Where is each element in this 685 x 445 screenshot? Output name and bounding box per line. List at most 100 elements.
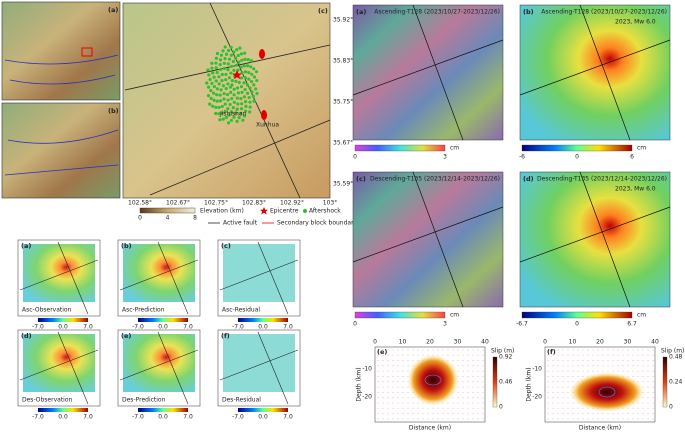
aftershock [252,67,256,71]
slip-grid [467,381,469,383]
slip-grid [462,354,464,356]
aftershock [241,118,245,122]
model-fault [219,241,299,315]
model-field [23,244,95,302]
aftershock [230,64,234,68]
aftershock [214,66,218,70]
slip-grid [427,349,429,351]
y-axis-label: Depth (km) [526,367,533,401]
slip-grid [402,370,404,372]
slip-grid [482,418,484,420]
slip-colorbar [662,356,668,408]
slip-grid [382,349,384,351]
aftershock [239,85,244,89]
slip-grid [647,381,649,383]
slip-grid [587,349,589,351]
slip-grid [632,407,634,409]
aftershock [227,113,231,117]
aftershock [224,52,229,56]
slip-grid [382,360,384,362]
slip-grid [652,402,654,404]
panel-caption: Asc-Observation [22,307,72,314]
slip-grid [547,397,549,399]
aftershock [222,66,227,71]
slip-grid [477,349,479,351]
slip-grid [582,365,584,367]
slip-grid [617,360,619,362]
colorbar-tick: 3 [443,154,447,161]
aftershock [243,51,247,55]
aftershock [226,82,230,86]
colorbar [238,408,288,412]
slip-grid [652,376,654,377]
slip-grid [442,407,444,409]
aftershock [226,48,231,53]
slip-grid [402,376,404,377]
aftershock [252,99,256,103]
slip-grid [472,360,474,362]
panel-label: (c) [356,175,366,183]
slip-grid [412,407,414,409]
slip-grid [387,349,389,351]
slip-grid [552,381,554,383]
slip-grid [452,360,454,362]
slip-grid [477,413,479,415]
slip-grid [482,413,484,415]
panel-title: Ascending-T128 (2023/10/27-2023/12/26) [541,9,667,16]
slip-grid [377,349,379,351]
slip-grid [622,370,624,372]
map-panel [122,2,331,199]
slip-grid [547,402,549,404]
aftershock [219,88,223,92]
slip-grid [477,386,479,388]
panel-title: Descending-T135 (2023/12/14-2023/12/26) [370,176,500,183]
panel-caption: Asc-Residual [222,307,260,314]
slip-grid [477,365,479,367]
slip-grid [387,386,389,388]
slip-grid [617,413,619,415]
elevation-tick: 8 [193,215,197,222]
slip-grid [477,418,479,420]
slip-grid [447,402,449,404]
slip-grid [477,370,479,372]
slip-grid [552,386,554,388]
slip-grid [377,391,379,393]
slip-grid [387,370,389,372]
slip-grid [447,418,449,420]
slip-grid [652,418,654,420]
slip-grid [557,381,559,383]
slip-grid [577,407,579,409]
slip-grid [447,413,449,415]
lon-tick-label: 102.67° [166,200,190,207]
aftershock [212,84,216,89]
slip-grid [592,370,594,372]
slip-grid [582,354,584,356]
slip-grid [617,365,619,367]
slip-grid [567,407,569,409]
slip-grid [652,381,654,383]
slip-grid [477,407,479,409]
aftershock [207,73,211,77]
aftershock [232,93,236,97]
slip-grid [567,360,569,362]
slip-grid [447,354,449,356]
slip-grid [402,418,404,420]
aftershock [219,53,224,57]
colorbar-unit: cm [450,145,459,152]
slip-grid [567,370,569,372]
slip-grid [442,354,444,356]
aftershock [228,102,232,107]
slip-grid [397,349,399,351]
aftershock [215,70,219,75]
slip-grid [397,381,399,383]
slip-grid [652,370,654,372]
aftershock [247,95,251,100]
slip-grid [582,413,584,415]
aftershock [247,77,251,81]
slip-grid [592,418,594,420]
insar-panel [519,171,671,308]
colorbar-title: Slip (m) [661,348,684,355]
slip-grid [457,349,459,351]
slip-grid [622,365,624,367]
